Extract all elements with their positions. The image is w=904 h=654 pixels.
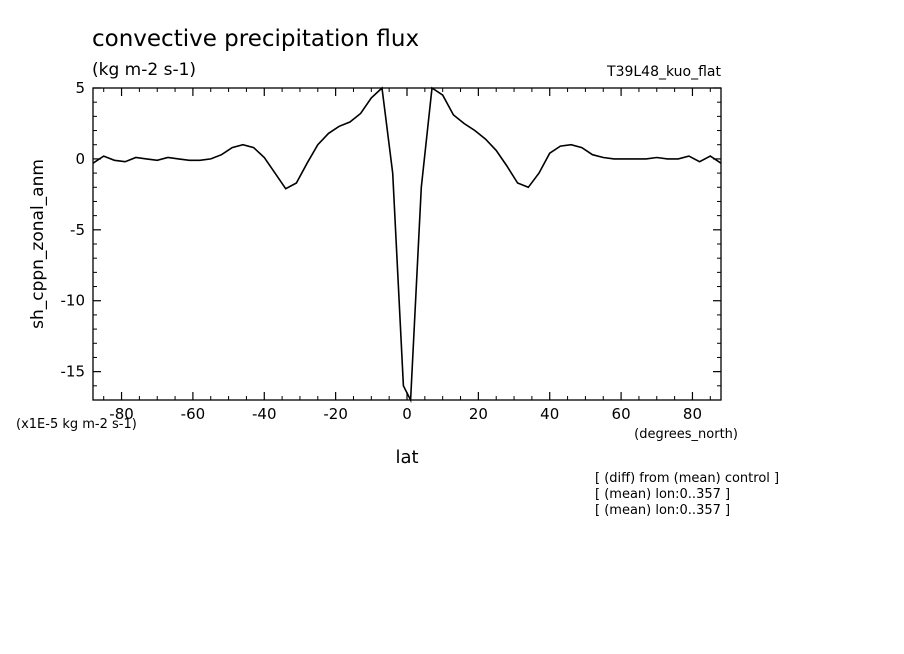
y-tick-labels: 5 0 -5 -10 -15: [61, 79, 86, 381]
chart-title: convective precipitation flux: [92, 26, 419, 52]
x-tick-label: 60: [612, 405, 631, 423]
y-scale-note: (x1E-5 kg m-2 s-1): [16, 417, 137, 432]
x-tick-label: -80: [109, 405, 134, 423]
x-axis-label: lat: [395, 447, 418, 468]
tick-marks: [93, 87, 721, 401]
x-tick-label: -20: [323, 405, 348, 423]
chart-subtitle: (kg m-2 s-1): [92, 60, 196, 80]
y-tick-label: -15: [61, 363, 86, 381]
x-units-label: (degrees_north): [634, 427, 738, 442]
x-tick-label: 40: [540, 405, 559, 423]
note-line-1: [ (diff) from (mean) control ]: [595, 471, 779, 486]
run-label: T39L48_kuo_flat: [606, 64, 721, 80]
y-tick-label: -10: [61, 292, 86, 310]
x-tick-label: -60: [181, 405, 206, 423]
y-tick-label: -5: [70, 221, 85, 239]
x-tick-label: 0: [402, 405, 412, 423]
plot-frame: [92, 87, 722, 401]
y-tick-label: 0: [75, 150, 85, 168]
x-tick-label: 20: [469, 405, 488, 423]
series-line: [92, 86, 722, 404]
y-tick-label: 5: [75, 79, 85, 97]
x-tick-labels: -80 -60 -40 -20 0 20 40 60 80: [109, 405, 702, 423]
y-axis-label: sh_cppn_zonal_anm: [28, 159, 48, 329]
note-line-2: [ (mean) lon:0..357 ]: [595, 487, 730, 502]
x-tick-label: 80: [683, 405, 702, 423]
x-tick-label: -40: [252, 405, 277, 423]
note-line-3: [ (mean) lon:0..357 ]: [595, 503, 730, 518]
